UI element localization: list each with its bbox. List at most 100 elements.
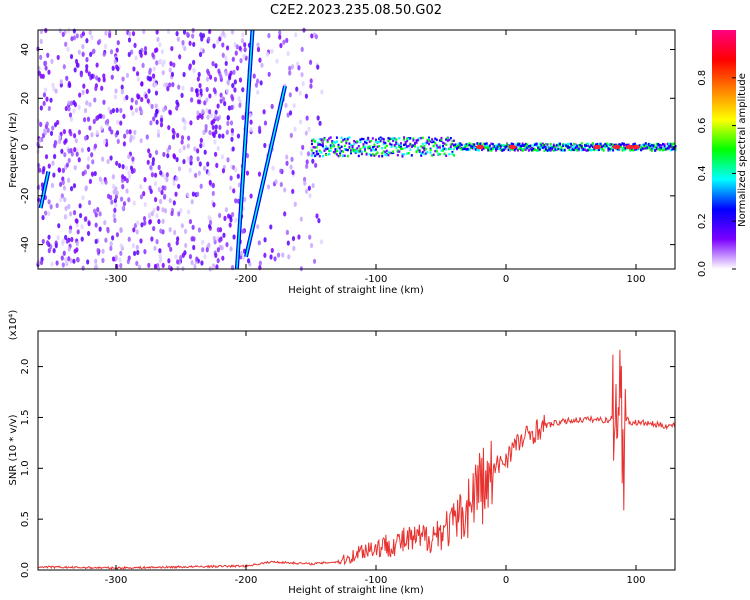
spectrogram-noise-cell xyxy=(260,62,264,68)
spectrogram-carrier-cell xyxy=(364,148,367,151)
spectrogram-carrier-cell xyxy=(471,143,474,146)
spectrogram-carrier-cell xyxy=(364,140,367,144)
spectrogram-noise-cell xyxy=(257,125,262,131)
spectrogram-noise-cell xyxy=(132,66,136,72)
spectrogram-noise-cell xyxy=(306,151,311,157)
spectrogram-noise-cell xyxy=(156,36,160,42)
spectrogram-noise-cell xyxy=(308,59,313,65)
spectrogram-carrier-cell xyxy=(445,138,448,141)
spectrogram-carrier-cell xyxy=(445,154,448,157)
spectrogram-noise-cell xyxy=(152,225,156,232)
spectrogram-carrier-cell xyxy=(423,149,426,152)
spectrogram-noise-cell xyxy=(228,185,233,191)
spectrogram-noise-cell xyxy=(64,205,68,211)
spectrogram-noise-cell xyxy=(44,210,48,216)
spectrogram-carrier-cell xyxy=(443,142,446,145)
spectrogram-noise-cell xyxy=(61,179,65,186)
spectrogram-noise-cell xyxy=(178,148,182,154)
snr-y-tick-label: 2.0 xyxy=(20,359,31,375)
spectrogram-carrier-cell xyxy=(476,148,479,152)
spectrogram-noise-cell xyxy=(227,105,231,111)
spectrogram-carrier-cell xyxy=(643,147,646,150)
spectrogram-noise-cell xyxy=(182,29,187,35)
spectrogram-carrier-cell xyxy=(488,148,491,152)
spectrogram-noise-cell xyxy=(282,39,286,45)
spectrogram-carrier-cell xyxy=(610,143,613,146)
spectrogram-noise-cell xyxy=(234,217,238,223)
spectrogram-noise-cell xyxy=(249,193,253,199)
spectrogram-noise-cell xyxy=(124,165,129,171)
spectrogram-noise-cell xyxy=(69,116,74,122)
spectrogram-noise-cell xyxy=(178,54,182,60)
spectrogram-noise-cell xyxy=(181,85,185,91)
spectrogram-carrier-cell xyxy=(471,145,474,148)
spectrogram-carrier-cell xyxy=(658,143,661,147)
spectrogram-carrier-cell xyxy=(559,142,562,146)
spectrogram-noise-cell xyxy=(297,65,301,71)
spectrogram-noise-cell xyxy=(205,86,209,93)
spectrogram-carrier-cell xyxy=(657,142,660,146)
spectrogram-carrier-cell xyxy=(442,147,445,150)
spectrogram-noise-cell xyxy=(276,252,281,258)
spectrogram-noise-cell xyxy=(114,88,118,94)
spectrogram-noise-cell xyxy=(201,108,205,115)
spectrogram-carrier-cell xyxy=(404,146,407,150)
spectrogram-noise-cell xyxy=(49,204,53,210)
spectrogram-carrier-cell xyxy=(632,149,635,152)
spectrogram-carrier-cell xyxy=(582,148,585,151)
spectrogram-carrier-cell xyxy=(334,148,337,151)
spectrogram-carrier-cell xyxy=(376,145,379,148)
spectrogram-carrier-cell xyxy=(379,136,382,139)
spectrogram-noise-cell xyxy=(168,197,172,204)
spectrogram-carrier-cell xyxy=(601,147,604,151)
spectrogram-carrier-cell xyxy=(354,148,357,151)
spectrogram-carrier-cell xyxy=(321,145,324,148)
spectrogram-noise-cell xyxy=(286,240,290,246)
spectrogram-noise-cell xyxy=(162,151,166,158)
spectrogram-noise-cell xyxy=(169,246,173,252)
spectrogram-carrier-cell xyxy=(340,145,343,148)
spectrogram-carrier-cell xyxy=(356,140,359,143)
spectrogram-noise-cell xyxy=(47,248,51,254)
spectrogram-noise-cell xyxy=(224,60,228,67)
spectrogram-carrier-cell xyxy=(520,148,523,152)
spectrogram-carrier-cell xyxy=(392,137,395,140)
spectrogram-carrier-cell xyxy=(357,154,360,158)
spectrogram-noise-cell xyxy=(205,247,209,253)
spectrogram-noise-cell xyxy=(221,255,225,261)
spectrogram-noise-cell xyxy=(233,79,237,85)
spectrogram-carrier-cell xyxy=(671,148,674,151)
spectrogram-noise-cell xyxy=(85,57,89,63)
spectrogram-carrier-cell xyxy=(524,142,527,146)
spectrogram-carrier-cell xyxy=(647,146,650,149)
spectrogram-noise-cell xyxy=(159,117,164,123)
spectrogram-noise-cell xyxy=(106,228,110,234)
spectrogram-noise-cell xyxy=(87,230,91,237)
spectrogram-carrier-cell xyxy=(647,142,650,146)
spectrogram-carrier-cell xyxy=(443,147,446,151)
spectrogram-noise-cell xyxy=(270,103,274,110)
spectrogram-noise-cell xyxy=(100,85,104,91)
spectrogram-noise-cell xyxy=(50,58,54,64)
spectrogram-noise-cell xyxy=(43,130,48,136)
spectrogram-noise-cell xyxy=(83,108,88,114)
spectrogram-noise-cell xyxy=(91,159,95,165)
spectrogram-carrier-cell xyxy=(392,150,395,153)
spectrogram-noise-cell xyxy=(116,40,120,46)
spectrogram-carrier-cell xyxy=(398,137,401,140)
spectrogram-carrier-cell xyxy=(499,144,502,148)
spectrogram-carrier-cell xyxy=(516,149,519,152)
spectrogram-carrier-cell xyxy=(658,148,661,151)
spectrogram-noise-cell xyxy=(73,147,77,153)
spectrogram-noise-cell xyxy=(152,116,156,122)
spectrogram-carrier-cell xyxy=(417,146,420,149)
spectrogram-carrier-cell xyxy=(412,139,415,142)
spectrogram-noise-cell xyxy=(229,70,233,76)
spectrogram-noise-cell xyxy=(226,120,230,126)
spectrogram-carrier-cell xyxy=(395,146,398,149)
spectrogram-noise-cell xyxy=(120,177,125,184)
spectrogram-noise-cell xyxy=(208,179,212,186)
spectrogram-noise-cell xyxy=(208,219,213,226)
spectrogram-noise-cell xyxy=(177,84,181,90)
spectrogram-noise-cell xyxy=(93,97,97,103)
